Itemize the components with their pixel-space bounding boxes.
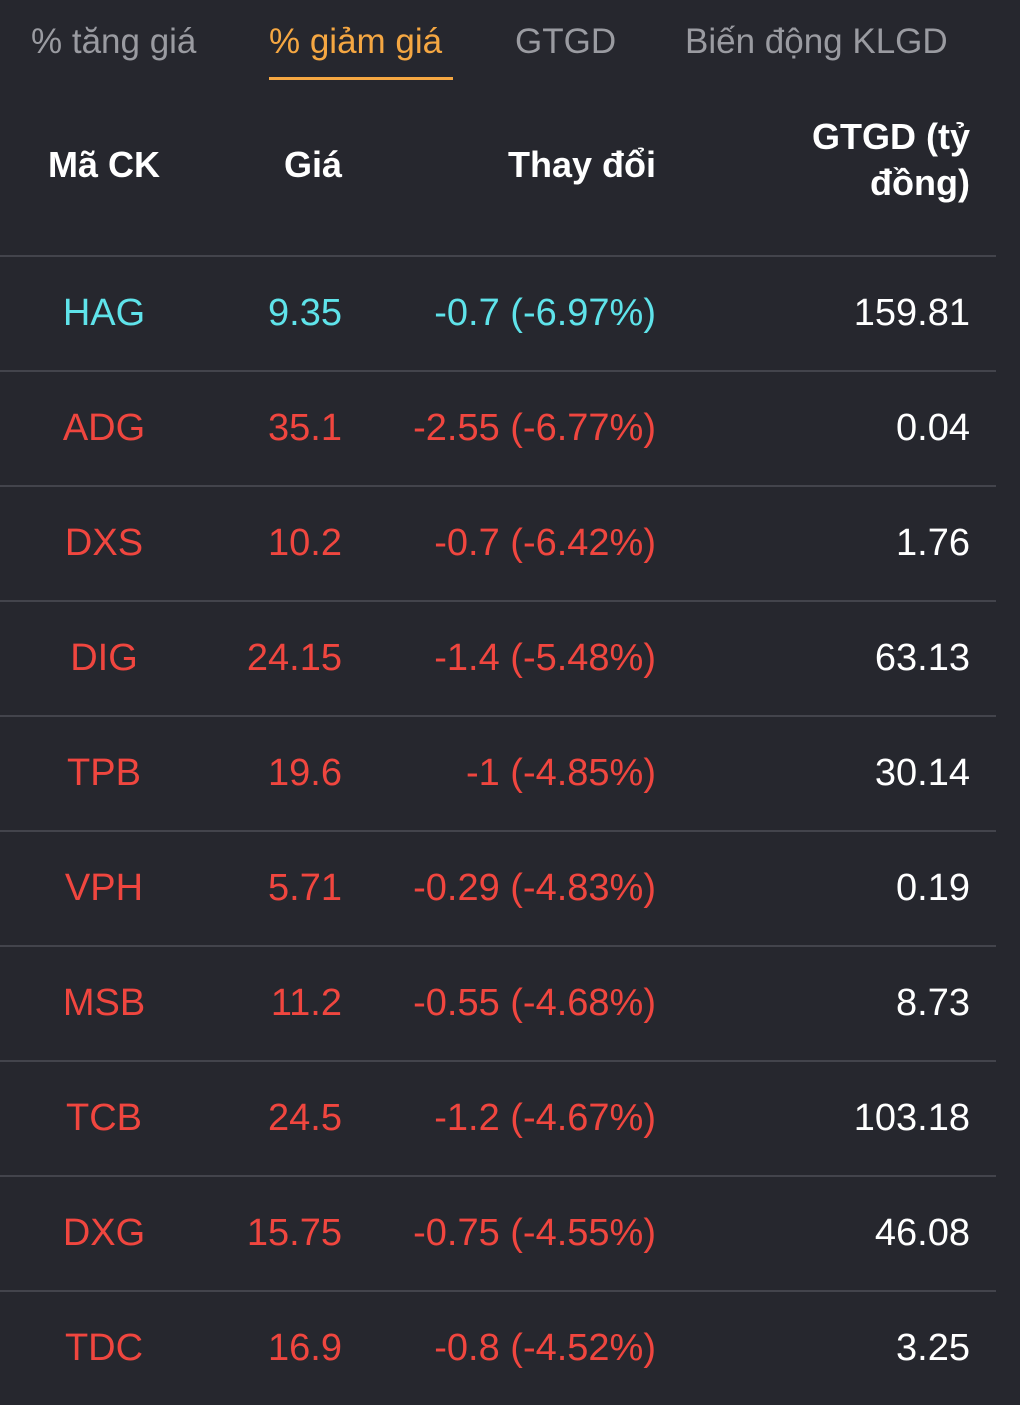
table-row[interactable]: VPH 5.71 -0.29 (-4.83%) 0.19 — [0, 832, 1020, 945]
row-price: 15.75 — [246, 1212, 342, 1254]
row-change: -2.55 (-6.77%) — [413, 407, 656, 449]
row-divider — [0, 1060, 996, 1062]
tab-volume-change[interactable]: Biến động KLGD — [685, 22, 948, 61]
row-price: 10.2 — [268, 522, 342, 564]
row-symbol[interactable]: TPB — [67, 752, 141, 794]
row-divider — [0, 830, 996, 832]
table-row[interactable]: TDC 16.9 -0.8 (-4.52%) 3.25 — [0, 1292, 1020, 1405]
table-row[interactable]: DXG 15.75 -0.75 (-4.55%) 46.08 — [0, 1177, 1020, 1290]
column-header-symbol[interactable]: Mã CK — [47, 144, 160, 185]
row-price: 5.71 — [268, 867, 342, 909]
table-row[interactable]: DXS 10.2 -0.7 (-6.42%) 1.76 — [0, 487, 1020, 600]
row-price: 24.15 — [246, 637, 342, 679]
row-change: -1.2 (-4.67%) — [434, 1097, 656, 1139]
table-row[interactable]: DIG 24.15 -1.4 (-5.48%) 63.13 — [0, 602, 1020, 715]
active-tab-indicator — [269, 77, 453, 80]
row-change: -1 (-4.85%) — [465, 752, 656, 794]
row-divider — [0, 1290, 996, 1292]
row-trading-value: 0.19 — [896, 867, 970, 909]
row-symbol[interactable]: DXG — [62, 1212, 146, 1254]
row-divider — [0, 1175, 996, 1177]
row-divider — [0, 485, 996, 487]
row-symbol[interactable]: DXS — [64, 522, 144, 564]
table-row[interactable]: MSB 11.2 -0.55 (-4.68%) 8.73 — [0, 947, 1020, 1060]
row-symbol[interactable]: TDC — [64, 1327, 144, 1369]
stock-table-body: HAG 9.35 -0.7 (-6.97%) 159.81 ADG 35.1 -… — [0, 257, 1020, 1405]
row-trading-value: 3.25 — [896, 1327, 970, 1369]
row-divider — [0, 600, 996, 602]
row-symbol[interactable]: TCB — [66, 1097, 142, 1139]
row-change: -0.75 (-4.55%) — [413, 1212, 656, 1254]
table-row[interactable]: ADG 35.1 -2.55 (-6.77%) 0.04 — [0, 372, 1020, 485]
row-change: -0.7 (-6.97%) — [434, 292, 656, 334]
tab-trading-value[interactable]: GTGD — [515, 22, 617, 61]
column-header-value[interactable]: GTGD (tỷ đồng) — [700, 114, 970, 206]
table-row[interactable]: TPB 19.6 -1 (-4.85%) 30.14 — [0, 717, 1020, 830]
row-trading-value: 63.13 — [874, 637, 970, 679]
column-header-change[interactable]: Thay đổi — [507, 144, 656, 185]
row-symbol[interactable]: VPH — [64, 867, 144, 909]
row-price: 19.6 — [268, 752, 342, 794]
tab-bar: % tăng giá % giảm giá GTGD Biến động KLG… — [0, 0, 1020, 100]
row-trading-value: 0.04 — [896, 407, 970, 449]
row-symbol[interactable]: HAG — [62, 292, 146, 334]
column-header-price[interactable]: Giá — [283, 144, 342, 185]
row-trading-value: 103.18 — [853, 1097, 970, 1139]
row-symbol[interactable]: MSB — [62, 982, 146, 1024]
row-price: 24.5 — [268, 1097, 342, 1139]
row-divider — [0, 370, 996, 372]
column-header-value-line2: đồng) — [870, 162, 970, 203]
table-header: Mã CK Giá Thay đổi GTGD (tỷ đồng) — [0, 100, 1020, 255]
row-change: -0.8 (-4.52%) — [434, 1327, 656, 1369]
row-change: -0.55 (-4.68%) — [413, 982, 656, 1024]
row-change: -0.29 (-4.83%) — [413, 867, 656, 909]
row-price: 9.35 — [268, 292, 342, 334]
row-trading-value: 159.81 — [853, 292, 970, 334]
tab-top-losers[interactable]: % giảm giá — [269, 22, 443, 61]
row-symbol[interactable]: DIG — [70, 637, 138, 679]
tab-top-gainers[interactable]: % tăng giá — [31, 22, 197, 61]
table-row[interactable]: TCB 24.5 -1.2 (-4.67%) 103.18 — [0, 1062, 1020, 1175]
row-change: -0.7 (-6.42%) — [434, 522, 656, 564]
row-price: 16.9 — [268, 1327, 342, 1369]
row-price: 11.2 — [270, 982, 342, 1024]
row-price: 35.1 — [268, 407, 342, 449]
row-divider — [0, 945, 996, 947]
row-symbol[interactable]: ADG — [62, 407, 146, 449]
row-change: -1.4 (-5.48%) — [434, 637, 656, 679]
row-trading-value: 1.76 — [896, 522, 970, 564]
table-row[interactable]: HAG 9.35 -0.7 (-6.97%) 159.81 — [0, 257, 1020, 370]
header-divider — [0, 255, 996, 257]
row-divider — [0, 715, 996, 717]
row-trading-value: 30.14 — [874, 752, 970, 794]
row-trading-value: 46.08 — [874, 1212, 970, 1254]
row-trading-value: 8.73 — [896, 982, 970, 1024]
column-header-value-line1: GTGD (tỷ — [812, 116, 970, 157]
